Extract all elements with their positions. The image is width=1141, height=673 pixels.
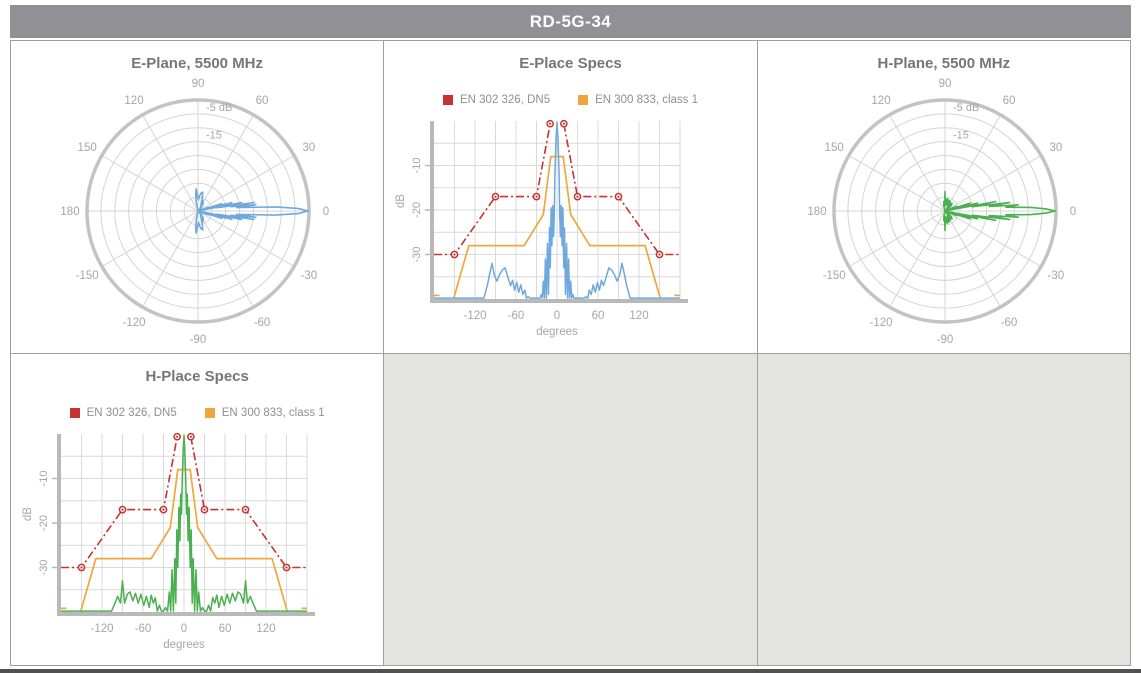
svg-text:degrees: degrees xyxy=(163,639,205,651)
svg-text:-30: -30 xyxy=(38,559,50,575)
svg-text:-60: -60 xyxy=(508,310,525,322)
panel-e-plane-polar: E-Plane, 5500 MHz 0 30 60 90 120 150 180 -150 -1… xyxy=(11,41,384,353)
svg-text:-10: -10 xyxy=(411,158,423,174)
h-plane-polar-chart: 0 30 60 90 120 150 180 -150 -120 -90 -60 -30 -5 dB -1… xyxy=(758,75,1130,347)
svg-text:dB: dB xyxy=(395,194,407,208)
svg-text:-120: -120 xyxy=(122,317,145,329)
svg-text:0: 0 xyxy=(323,206,329,218)
svg-text:-90: -90 xyxy=(190,334,207,346)
svg-text:-90: -90 xyxy=(936,334,953,346)
legend-label: EN 300 833, class 1 xyxy=(221,406,325,419)
svg-text:120: 120 xyxy=(630,310,649,322)
legend-swatch-orange xyxy=(578,95,589,105)
svg-text:180: 180 xyxy=(807,206,826,218)
svg-text:120: 120 xyxy=(871,95,890,107)
svg-text:-150: -150 xyxy=(76,270,99,282)
svg-text:-10: -10 xyxy=(38,470,50,486)
svg-text:30: 30 xyxy=(302,142,315,154)
page-bottom-rule xyxy=(0,669,1141,673)
svg-text:-60: -60 xyxy=(135,623,152,635)
svg-text:-60: -60 xyxy=(254,317,271,329)
svg-text:-20: -20 xyxy=(38,515,50,531)
h-place-specs-chart: -10 -20 -30 dB -120 -60 0 60 120 degrees xyxy=(11,426,383,660)
legend-swatch-orange xyxy=(204,407,215,418)
svg-text:60: 60 xyxy=(592,310,605,322)
legend-label: EN 302 326, DN5 xyxy=(459,94,551,106)
empty-panel xyxy=(757,353,1130,665)
svg-text:-150: -150 xyxy=(822,270,845,282)
panel-grid: E-Plane, 5500 MHz 0 30 60 90 120 150 180 -150 -1… xyxy=(10,40,1131,666)
legend-swatch-red xyxy=(69,407,80,418)
legend-item-en302326: EN 302 326, DN5 xyxy=(69,406,177,420)
svg-text:60: 60 xyxy=(256,95,269,107)
spec-legend: EN 302 326, DN5 EN 300 833, class 1 xyxy=(11,406,383,420)
svg-text:0: 0 xyxy=(181,623,187,635)
panel-title: H-Place Specs xyxy=(145,367,249,385)
panel-h-place-specs: H-Place Specs EN 302 326, DN5 EN 300 833… xyxy=(11,353,384,665)
svg-text:30: 30 xyxy=(1049,142,1062,154)
svg-text:-60: -60 xyxy=(1000,317,1017,329)
svg-text:150: 150 xyxy=(824,142,843,154)
panel-h-plane-polar: H-Plane, 5500 MHz 0 30 60 90 120 150 180 -150 -1… xyxy=(757,41,1130,353)
svg-text:-120: -120 xyxy=(869,317,892,329)
svg-text:120: 120 xyxy=(124,95,143,107)
panel-title: E-Plane, 5500 MHz xyxy=(131,55,264,72)
model-title: RD-5G-34 xyxy=(529,12,612,31)
model-header-bar: RD-5G-34 xyxy=(10,5,1131,38)
legend-swatch-red xyxy=(442,95,453,105)
svg-text:-15: -15 xyxy=(953,130,969,142)
panel-title: E-Place Specs xyxy=(519,55,622,72)
e-place-specs-chart: -10 -20 -30 dB -120 -60 0 60 120 degrees xyxy=(384,113,756,347)
svg-text:-5 dB: -5 dB xyxy=(953,102,979,114)
svg-text:0: 0 xyxy=(554,310,560,322)
svg-text:degrees: degrees xyxy=(537,326,579,338)
svg-text:90: 90 xyxy=(938,78,951,90)
svg-text:180: 180 xyxy=(60,206,79,218)
panel-e-place-specs: E-Place Specs EN 302 326, DN5 EN 300 833… xyxy=(384,41,757,353)
svg-text:90: 90 xyxy=(192,78,205,90)
legend-label: EN 300 833, class 1 xyxy=(595,94,699,106)
spec-legend: EN 302 326, DN5 EN 300 833, class 1 xyxy=(384,93,756,107)
svg-text:-120: -120 xyxy=(90,623,113,635)
svg-text:-15: -15 xyxy=(206,130,222,142)
svg-text:60: 60 xyxy=(219,623,232,635)
svg-text:dB: dB xyxy=(22,506,34,520)
svg-text:-30: -30 xyxy=(301,270,318,282)
svg-text:120: 120 xyxy=(256,623,275,635)
svg-text:-120: -120 xyxy=(464,310,487,322)
legend-item-en300833: EN 300 833, class 1 xyxy=(204,406,325,420)
svg-text:150: 150 xyxy=(78,142,97,154)
legend-item-en302326: EN 302 326, DN5 xyxy=(442,93,551,107)
svg-text:0: 0 xyxy=(1069,206,1075,218)
panel-title: H-Plane, 5500 MHz xyxy=(877,55,1011,72)
legend-label: EN 302 326, DN5 xyxy=(86,406,177,419)
svg-text:60: 60 xyxy=(1002,95,1015,107)
e-plane-polar-chart: 0 30 60 90 120 150 180 -150 -120 -90 -60 -30 -5 dB -1… xyxy=(11,75,383,347)
svg-text:-20: -20 xyxy=(411,202,423,218)
svg-text:-30: -30 xyxy=(411,247,423,263)
svg-text:-30: -30 xyxy=(1047,270,1064,282)
svg-text:-5 dB: -5 dB xyxy=(206,102,232,114)
legend-item-en300833: EN 300 833, class 1 xyxy=(578,93,698,107)
empty-panel xyxy=(384,353,757,665)
